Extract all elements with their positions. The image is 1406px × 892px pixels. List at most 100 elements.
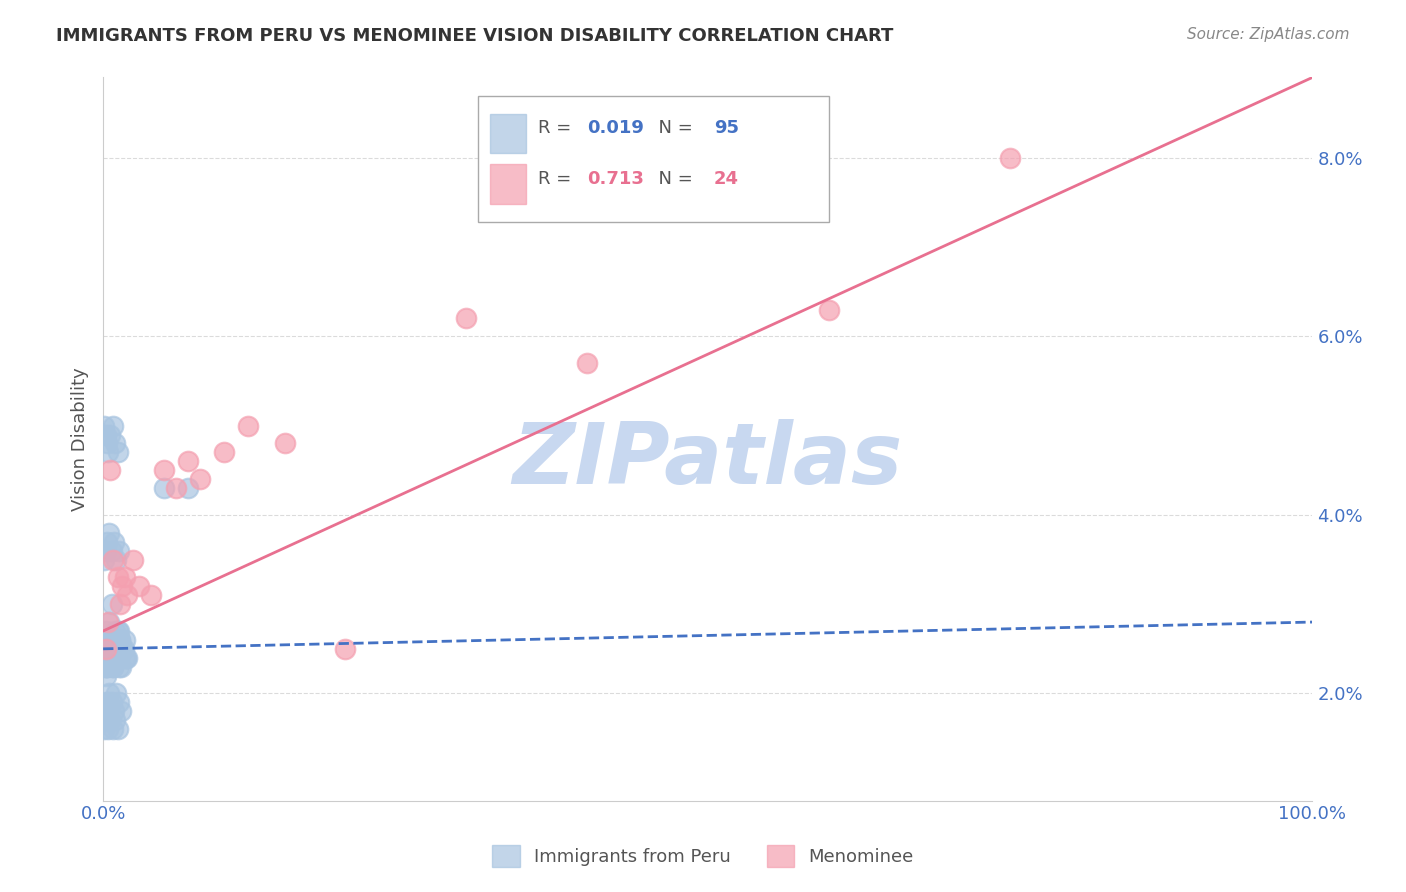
Point xyxy=(454,311,477,326)
Point xyxy=(104,436,127,450)
Point xyxy=(108,659,131,673)
Point xyxy=(238,418,260,433)
Point xyxy=(101,418,124,433)
Point xyxy=(107,641,129,656)
Point xyxy=(114,570,136,584)
Point xyxy=(108,695,131,709)
Point xyxy=(96,632,118,647)
Point xyxy=(103,534,125,549)
Point xyxy=(98,641,121,656)
Point xyxy=(105,686,128,700)
Point xyxy=(101,659,124,673)
Point xyxy=(103,650,125,665)
Point xyxy=(108,632,131,647)
Point xyxy=(165,481,187,495)
Point xyxy=(108,543,131,558)
Point xyxy=(111,641,134,656)
Point xyxy=(177,454,200,468)
Point xyxy=(111,641,134,656)
Point xyxy=(105,641,128,656)
Point xyxy=(103,641,125,656)
Point xyxy=(108,650,131,665)
Point xyxy=(97,615,120,629)
Point xyxy=(98,525,121,540)
Point xyxy=(110,659,132,673)
Text: 24: 24 xyxy=(714,169,738,187)
Point xyxy=(104,624,127,638)
Point xyxy=(107,445,129,459)
Point xyxy=(94,713,117,727)
Point xyxy=(98,686,121,700)
Point xyxy=(101,552,124,566)
Point xyxy=(100,695,122,709)
Point xyxy=(273,436,295,450)
Point xyxy=(100,632,122,647)
Point xyxy=(108,624,131,638)
Point xyxy=(97,641,120,656)
Point xyxy=(93,641,115,656)
Point xyxy=(212,445,235,459)
Point xyxy=(110,704,132,718)
Point xyxy=(101,641,124,656)
Point xyxy=(94,650,117,665)
Text: R =: R = xyxy=(538,119,578,137)
Point xyxy=(96,704,118,718)
Point xyxy=(98,615,121,629)
Point xyxy=(117,650,139,665)
Point xyxy=(100,543,122,558)
Point xyxy=(107,722,129,736)
Point xyxy=(107,624,129,638)
Point xyxy=(94,659,117,673)
Point xyxy=(122,552,145,566)
Point xyxy=(103,632,125,647)
Point xyxy=(97,641,120,656)
Point xyxy=(100,650,122,665)
Point xyxy=(110,641,132,656)
Point xyxy=(96,704,118,718)
Text: R =: R = xyxy=(538,169,578,187)
Point xyxy=(108,597,131,611)
Point xyxy=(188,472,211,486)
Point xyxy=(114,650,136,665)
Point xyxy=(93,722,115,736)
Text: N =: N = xyxy=(647,169,699,187)
Bar xyxy=(478,95,828,222)
Point xyxy=(103,632,125,647)
Point xyxy=(100,463,122,477)
Point xyxy=(94,543,117,558)
Point xyxy=(152,481,174,495)
Point xyxy=(93,650,115,665)
Point xyxy=(101,650,124,665)
Point xyxy=(96,650,118,665)
Point xyxy=(100,641,122,656)
Point xyxy=(96,659,118,673)
Point xyxy=(100,632,122,647)
Point xyxy=(96,436,118,450)
Point xyxy=(100,641,122,656)
Point xyxy=(93,641,115,656)
Point xyxy=(115,650,138,665)
Point xyxy=(177,481,200,495)
Point xyxy=(114,632,136,647)
Point xyxy=(97,445,120,459)
Point xyxy=(107,650,129,665)
Text: N =: N = xyxy=(647,119,699,137)
Point xyxy=(108,632,131,647)
Point xyxy=(93,418,115,433)
Point xyxy=(998,151,1021,165)
Point xyxy=(93,552,115,566)
Point xyxy=(94,650,117,665)
Point xyxy=(94,695,117,709)
Point xyxy=(111,579,134,593)
Point xyxy=(817,302,839,317)
Point xyxy=(104,641,127,656)
Point xyxy=(104,713,127,727)
Point xyxy=(94,427,117,442)
Point xyxy=(96,534,118,549)
Point xyxy=(94,659,117,673)
Text: Source: ZipAtlas.com: Source: ZipAtlas.com xyxy=(1187,27,1350,42)
Legend: Immigrants from Peru, Menominee: Immigrants from Peru, Menominee xyxy=(485,838,921,874)
Point xyxy=(96,641,118,656)
Text: 0.019: 0.019 xyxy=(586,119,644,137)
Point xyxy=(112,641,135,656)
